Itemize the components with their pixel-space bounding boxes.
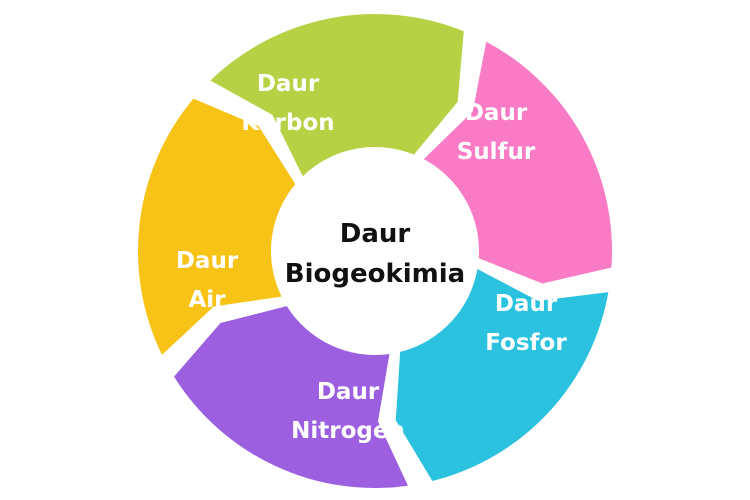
segment-nitrogen: Daur Nitrogen — [291, 379, 405, 444]
segment-fosfor-label-line1: Daur — [495, 291, 558, 317]
segment-karbon: Daur Karbon — [241, 71, 334, 136]
segment-karbon-shape — [174, 306, 408, 488]
segment-air: Daur Air — [176, 248, 239, 313]
segment-sulfur: Daur Sulfur — [457, 100, 536, 165]
segment-fosfor-shape — [210, 14, 464, 177]
segment-sulfur-label-line2: Sulfur — [457, 139, 536, 165]
segment-nitrogen-label-line2: Nitrogen — [291, 418, 405, 444]
segment-nitrogen-label-line1: Daur — [317, 379, 380, 405]
segment-fosfor: Daur Fosfor — [485, 291, 567, 356]
center-circle — [272, 148, 478, 354]
segment-karbon-label-line1: Daur — [257, 71, 320, 97]
segment-fosfor-label-line2: Fosfor — [485, 330, 567, 356]
segment-air-label-line2: Air — [188, 287, 226, 313]
center-title-line2: Biogeokimia — [285, 259, 465, 289]
segment-karbon-label-line2: Karbon — [241, 110, 334, 136]
center-title-line1: Daur — [340, 219, 411, 249]
segment-sulfur-label-line1: Daur — [465, 100, 528, 126]
segment-air-shape — [395, 269, 609, 481]
segment-nitrogen-shape — [423, 41, 612, 284]
segment-air-label-line1: Daur — [176, 248, 239, 274]
segment-sulfur-shape — [138, 98, 296, 355]
